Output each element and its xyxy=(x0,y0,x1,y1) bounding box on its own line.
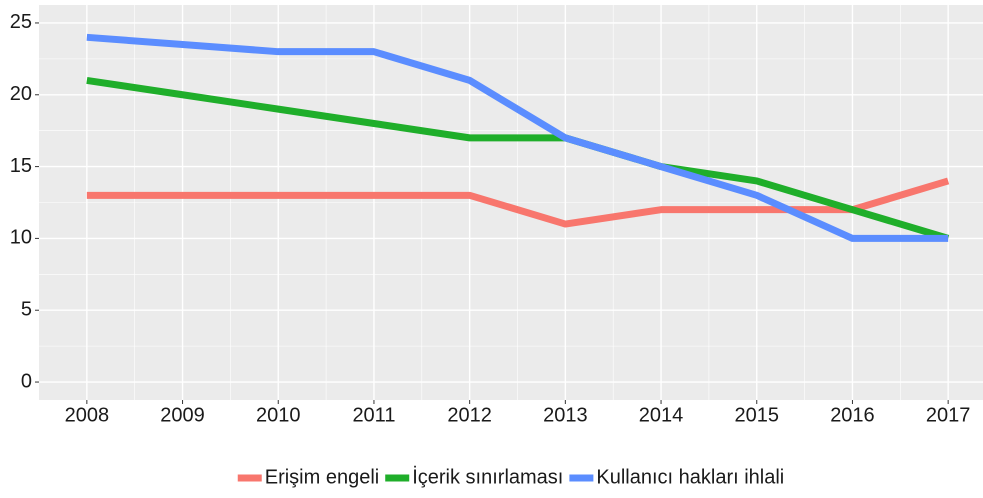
x-tick-label: 2017 xyxy=(926,404,971,426)
y-tick-label: 0 xyxy=(21,370,32,392)
x-tick-label: 2010 xyxy=(256,404,301,426)
y-tick-label: 10 xyxy=(10,227,32,249)
x-tick-label: 2012 xyxy=(447,404,492,426)
line-series xyxy=(86,76,950,242)
y-tick-label: 25 xyxy=(10,11,32,33)
legend-label: Kullanıcı hakları ihlali xyxy=(596,466,784,488)
x-tick-label: 2016 xyxy=(830,404,875,426)
line-series xyxy=(86,33,949,242)
x-tick-label: 2009 xyxy=(160,404,205,426)
line-series xyxy=(86,177,950,228)
x-tick-label: 2015 xyxy=(735,404,780,426)
legend-label: İçerik sınırlaması xyxy=(412,465,563,488)
y-tick-label: 5 xyxy=(21,299,32,321)
x-tick-label: 2008 xyxy=(65,404,110,426)
y-tick-label: 15 xyxy=(10,155,32,177)
legend-label: Erişim engeli xyxy=(265,466,379,488)
x-tick-label: 2014 xyxy=(639,404,684,426)
x-tick-label: 2011 xyxy=(352,404,395,426)
x-tick-label: 2013 xyxy=(543,404,588,426)
y-tick-label: 20 xyxy=(10,83,32,105)
